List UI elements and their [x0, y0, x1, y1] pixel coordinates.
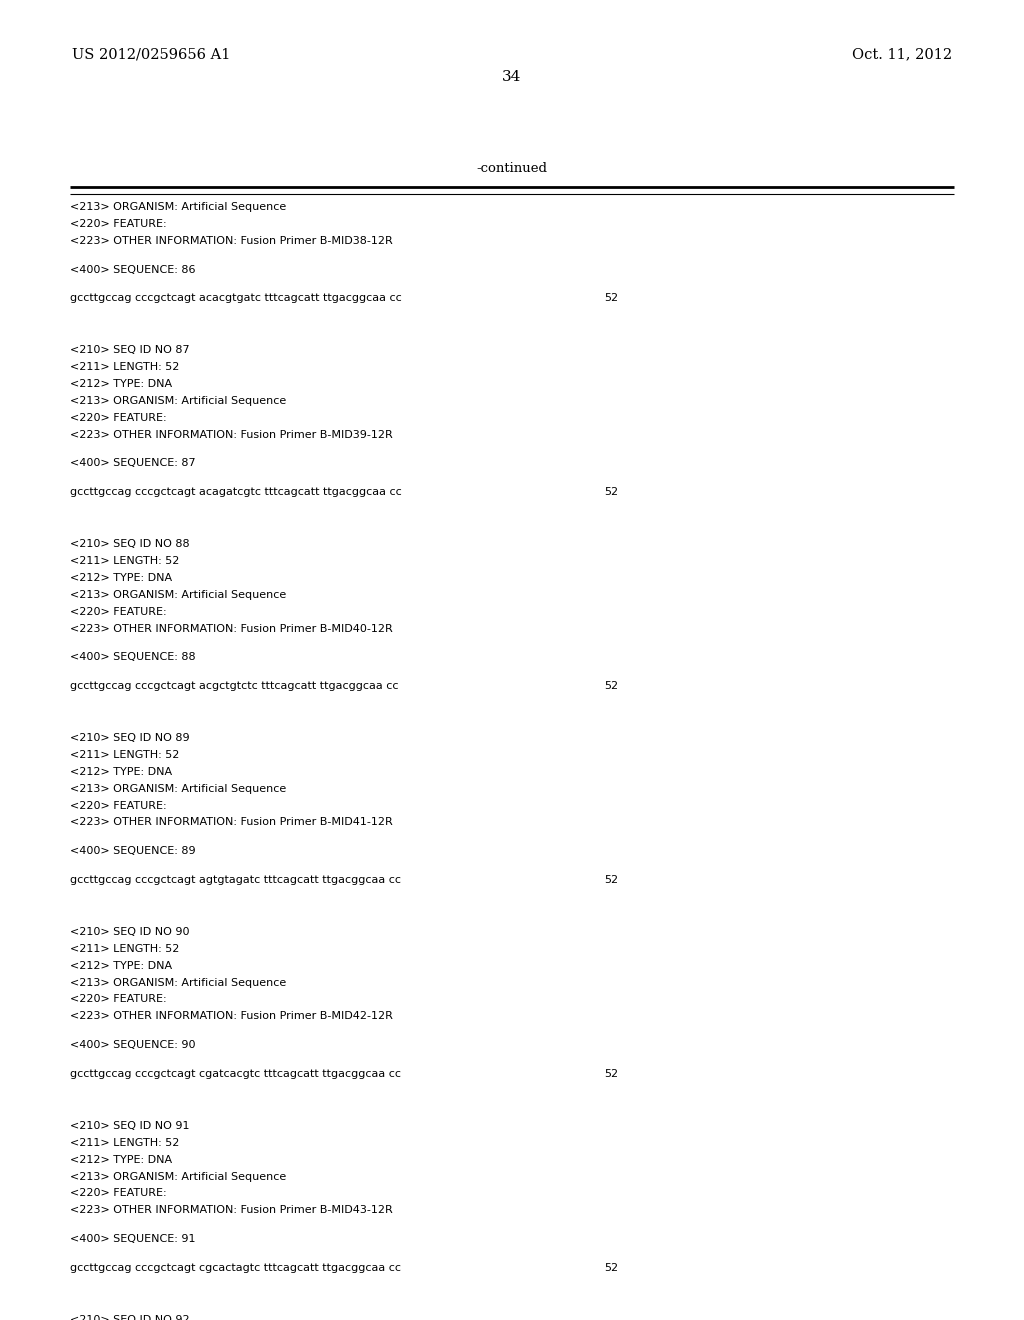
Text: 52: 52: [604, 875, 618, 884]
Text: <213> ORGANISM: Artificial Sequence: <213> ORGANISM: Artificial Sequence: [70, 396, 286, 405]
Text: 52: 52: [604, 1069, 618, 1078]
Text: <213> ORGANISM: Artificial Sequence: <213> ORGANISM: Artificial Sequence: [70, 1172, 286, 1181]
Text: <400> SEQUENCE: 90: <400> SEQUENCE: 90: [70, 1040, 196, 1051]
Text: 52: 52: [604, 1263, 618, 1272]
Text: <220> FEATURE:: <220> FEATURE:: [70, 607, 166, 616]
Text: <210> SEQ ID NO 90: <210> SEQ ID NO 90: [70, 927, 189, 937]
Text: gccttgccag cccgctcagt cgcactagtc tttcagcatt ttgacggcaa cc: gccttgccag cccgctcagt cgcactagtc tttcagc…: [70, 1263, 400, 1272]
Text: <212> TYPE: DNA: <212> TYPE: DNA: [70, 573, 172, 583]
Text: <220> FEATURE:: <220> FEATURE:: [70, 219, 166, 228]
Text: <223> OTHER INFORMATION: Fusion Primer B-MID42-12R: <223> OTHER INFORMATION: Fusion Primer B…: [70, 1011, 392, 1022]
Text: gccttgccag cccgctcagt acagatcgtc tttcagcatt ttgacggcaa cc: gccttgccag cccgctcagt acagatcgtc tttcagc…: [70, 487, 401, 498]
Text: 34: 34: [503, 70, 521, 83]
Text: <211> LENGTH: 52: <211> LENGTH: 52: [70, 362, 179, 372]
Text: <210> SEQ ID NO 92: <210> SEQ ID NO 92: [70, 1315, 189, 1320]
Text: <213> ORGANISM: Artificial Sequence: <213> ORGANISM: Artificial Sequence: [70, 590, 286, 599]
Text: <211> LENGTH: 52: <211> LENGTH: 52: [70, 750, 179, 760]
Text: 52: 52: [604, 293, 618, 304]
Text: <212> TYPE: DNA: <212> TYPE: DNA: [70, 961, 172, 970]
Text: <213> ORGANISM: Artificial Sequence: <213> ORGANISM: Artificial Sequence: [70, 978, 286, 987]
Text: <223> OTHER INFORMATION: Fusion Primer B-MID38-12R: <223> OTHER INFORMATION: Fusion Primer B…: [70, 236, 392, 246]
Text: <220> FEATURE:: <220> FEATURE:: [70, 413, 166, 422]
Text: gccttgccag cccgctcagt acgctgtctc tttcagcatt ttgacggcaa cc: gccttgccag cccgctcagt acgctgtctc tttcagc…: [70, 681, 398, 692]
Text: <210> SEQ ID NO 89: <210> SEQ ID NO 89: [70, 733, 189, 743]
Text: <223> OTHER INFORMATION: Fusion Primer B-MID40-12R: <223> OTHER INFORMATION: Fusion Primer B…: [70, 623, 392, 634]
Text: <400> SEQUENCE: 88: <400> SEQUENCE: 88: [70, 652, 196, 663]
Text: <210> SEQ ID NO 87: <210> SEQ ID NO 87: [70, 346, 189, 355]
Text: <211> LENGTH: 52: <211> LENGTH: 52: [70, 556, 179, 566]
Text: US 2012/0259656 A1: US 2012/0259656 A1: [72, 48, 230, 61]
Text: <211> LENGTH: 52: <211> LENGTH: 52: [70, 1138, 179, 1147]
Text: <213> ORGANISM: Artificial Sequence: <213> ORGANISM: Artificial Sequence: [70, 784, 286, 793]
Text: <400> SEQUENCE: 87: <400> SEQUENCE: 87: [70, 458, 196, 469]
Text: <212> TYPE: DNA: <212> TYPE: DNA: [70, 379, 172, 389]
Text: <210> SEQ ID NO 88: <210> SEQ ID NO 88: [70, 539, 189, 549]
Text: 52: 52: [604, 681, 618, 692]
Text: <400> SEQUENCE: 91: <400> SEQUENCE: 91: [70, 1234, 196, 1243]
Text: <220> FEATURE:: <220> FEATURE:: [70, 994, 166, 1005]
Text: <212> TYPE: DNA: <212> TYPE: DNA: [70, 1155, 172, 1164]
Text: <211> LENGTH: 52: <211> LENGTH: 52: [70, 944, 179, 954]
Text: <223> OTHER INFORMATION: Fusion Primer B-MID41-12R: <223> OTHER INFORMATION: Fusion Primer B…: [70, 817, 392, 828]
Text: <220> FEATURE:: <220> FEATURE:: [70, 1188, 166, 1199]
Text: gccttgccag cccgctcagt acacgtgatc tttcagcatt ttgacggcaa cc: gccttgccag cccgctcagt acacgtgatc tttcagc…: [70, 293, 401, 304]
Text: <220> FEATURE:: <220> FEATURE:: [70, 801, 166, 810]
Text: <223> OTHER INFORMATION: Fusion Primer B-MID39-12R: <223> OTHER INFORMATION: Fusion Primer B…: [70, 430, 392, 440]
Text: <400> SEQUENCE: 89: <400> SEQUENCE: 89: [70, 846, 196, 857]
Text: gccttgccag cccgctcagt agtgtagatc tttcagcatt ttgacggcaa cc: gccttgccag cccgctcagt agtgtagatc tttcagc…: [70, 875, 400, 884]
Text: Oct. 11, 2012: Oct. 11, 2012: [852, 48, 952, 61]
Text: <213> ORGANISM: Artificial Sequence: <213> ORGANISM: Artificial Sequence: [70, 202, 286, 213]
Text: -continued: -continued: [476, 161, 548, 174]
Text: <210> SEQ ID NO 91: <210> SEQ ID NO 91: [70, 1121, 189, 1131]
Text: 52: 52: [604, 487, 618, 498]
Text: <212> TYPE: DNA: <212> TYPE: DNA: [70, 767, 172, 776]
Text: gccttgccag cccgctcagt cgatcacgtc tttcagcatt ttgacggcaa cc: gccttgccag cccgctcagt cgatcacgtc tttcagc…: [70, 1069, 400, 1078]
Text: <223> OTHER INFORMATION: Fusion Primer B-MID43-12R: <223> OTHER INFORMATION: Fusion Primer B…: [70, 1205, 392, 1216]
Text: <400> SEQUENCE: 86: <400> SEQUENCE: 86: [70, 264, 196, 275]
